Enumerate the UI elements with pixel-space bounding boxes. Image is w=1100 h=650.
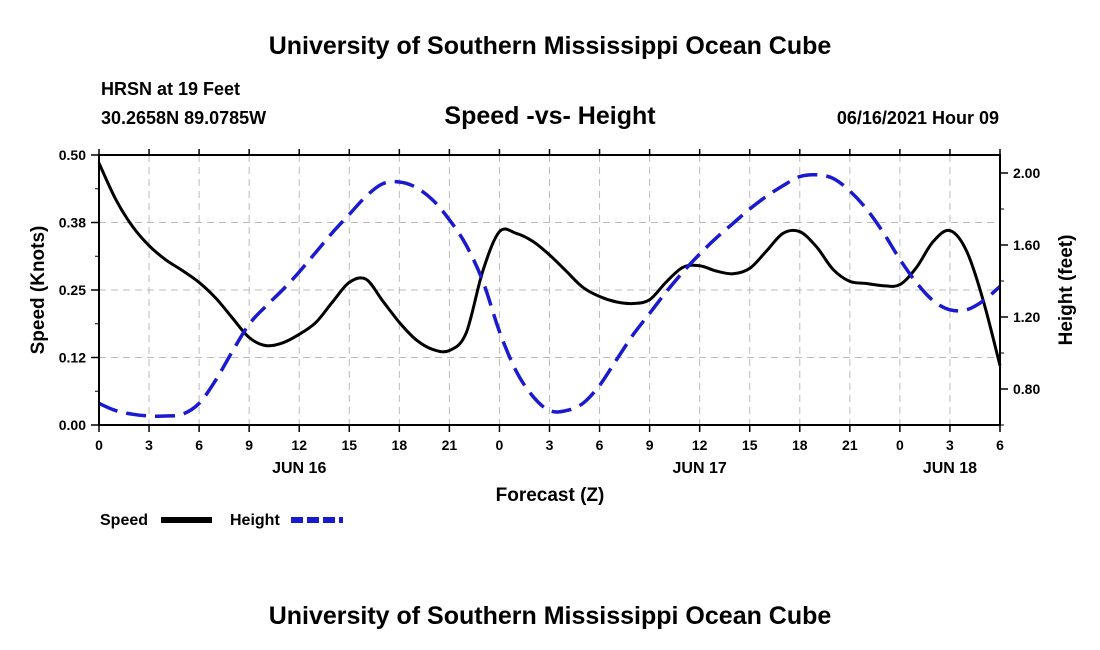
x-tick-label: 18 [792,437,808,453]
legend: Speed Height [100,512,343,529]
axes: 0 3 6 9 12 15 18 21 0 3 6 9 12 15 18 21 0 3 6 JUN 16 JUN 17 J… [59,147,1041,477]
date-label: JUN 18 [923,460,977,477]
x-tick-label: 15 [341,437,357,453]
y-left-tick-label: 0.12 [59,350,86,366]
date-label: JUN 16 [272,460,326,477]
x-tick-label: 9 [646,437,654,453]
x-tick-label: 21 [442,437,458,453]
x-tick-label: 12 [692,437,708,453]
chart-title-top: University of Southern Mississippi Ocean… [269,32,832,60]
x-tick-label: 9 [245,437,253,453]
station-label: HRSN at 19 Feet [101,79,240,99]
y-right-tick-label: 0.80 [1013,381,1040,397]
grid-lines [99,155,1000,425]
coordinates-label: 30.2658N 89.0785W [101,108,266,128]
y-right-tick-label: 2.00 [1013,165,1040,181]
y-right-tick-label: 1.20 [1013,309,1040,325]
date-label: JUN 17 [673,460,727,477]
series-layer [97,162,1002,418]
x-tick-label: 6 [195,437,203,453]
y-left-tick-label: 0.50 [59,147,86,163]
x-tick-label: 3 [946,437,954,453]
legend-speed-label: Speed [100,512,148,529]
x-tick-label: 15 [742,437,758,453]
x-tick-label: 6 [996,437,1004,453]
height-series-line [98,172,1002,418]
legend-height-label: Height [230,512,280,529]
x-tick-label: 0 [95,437,103,453]
x-tick-label: 21 [842,437,858,453]
x-axis-label: Forecast (Z) [496,485,605,506]
x-tick-label: 3 [546,437,554,453]
speed-series-line [97,162,1002,366]
x-tick-label: 12 [291,437,307,453]
chart-title-bottom: University of Southern Mississippi Ocean… [269,602,832,630]
x-tick-label: 6 [596,437,604,453]
y-left-tick-label: 0.25 [59,282,86,298]
x-tick-label: 0 [496,437,504,453]
y-axis-left-label: Speed (Knots) [28,226,49,355]
y-left-tick-label: 0.00 [59,417,86,433]
x-tick-label: 18 [392,437,408,453]
y-axis-right-label: Height (feet) [1056,235,1077,346]
chart-subtitle: Speed -vs- Height [444,102,656,130]
y-right-tick-label: 1.60 [1013,237,1040,253]
y-left-tick-label: 0.38 [59,215,86,231]
x-tick-label: 0 [896,437,904,453]
forecast-datetime: 06/16/2021 Hour 09 [837,108,999,128]
x-tick-label: 3 [145,437,153,453]
